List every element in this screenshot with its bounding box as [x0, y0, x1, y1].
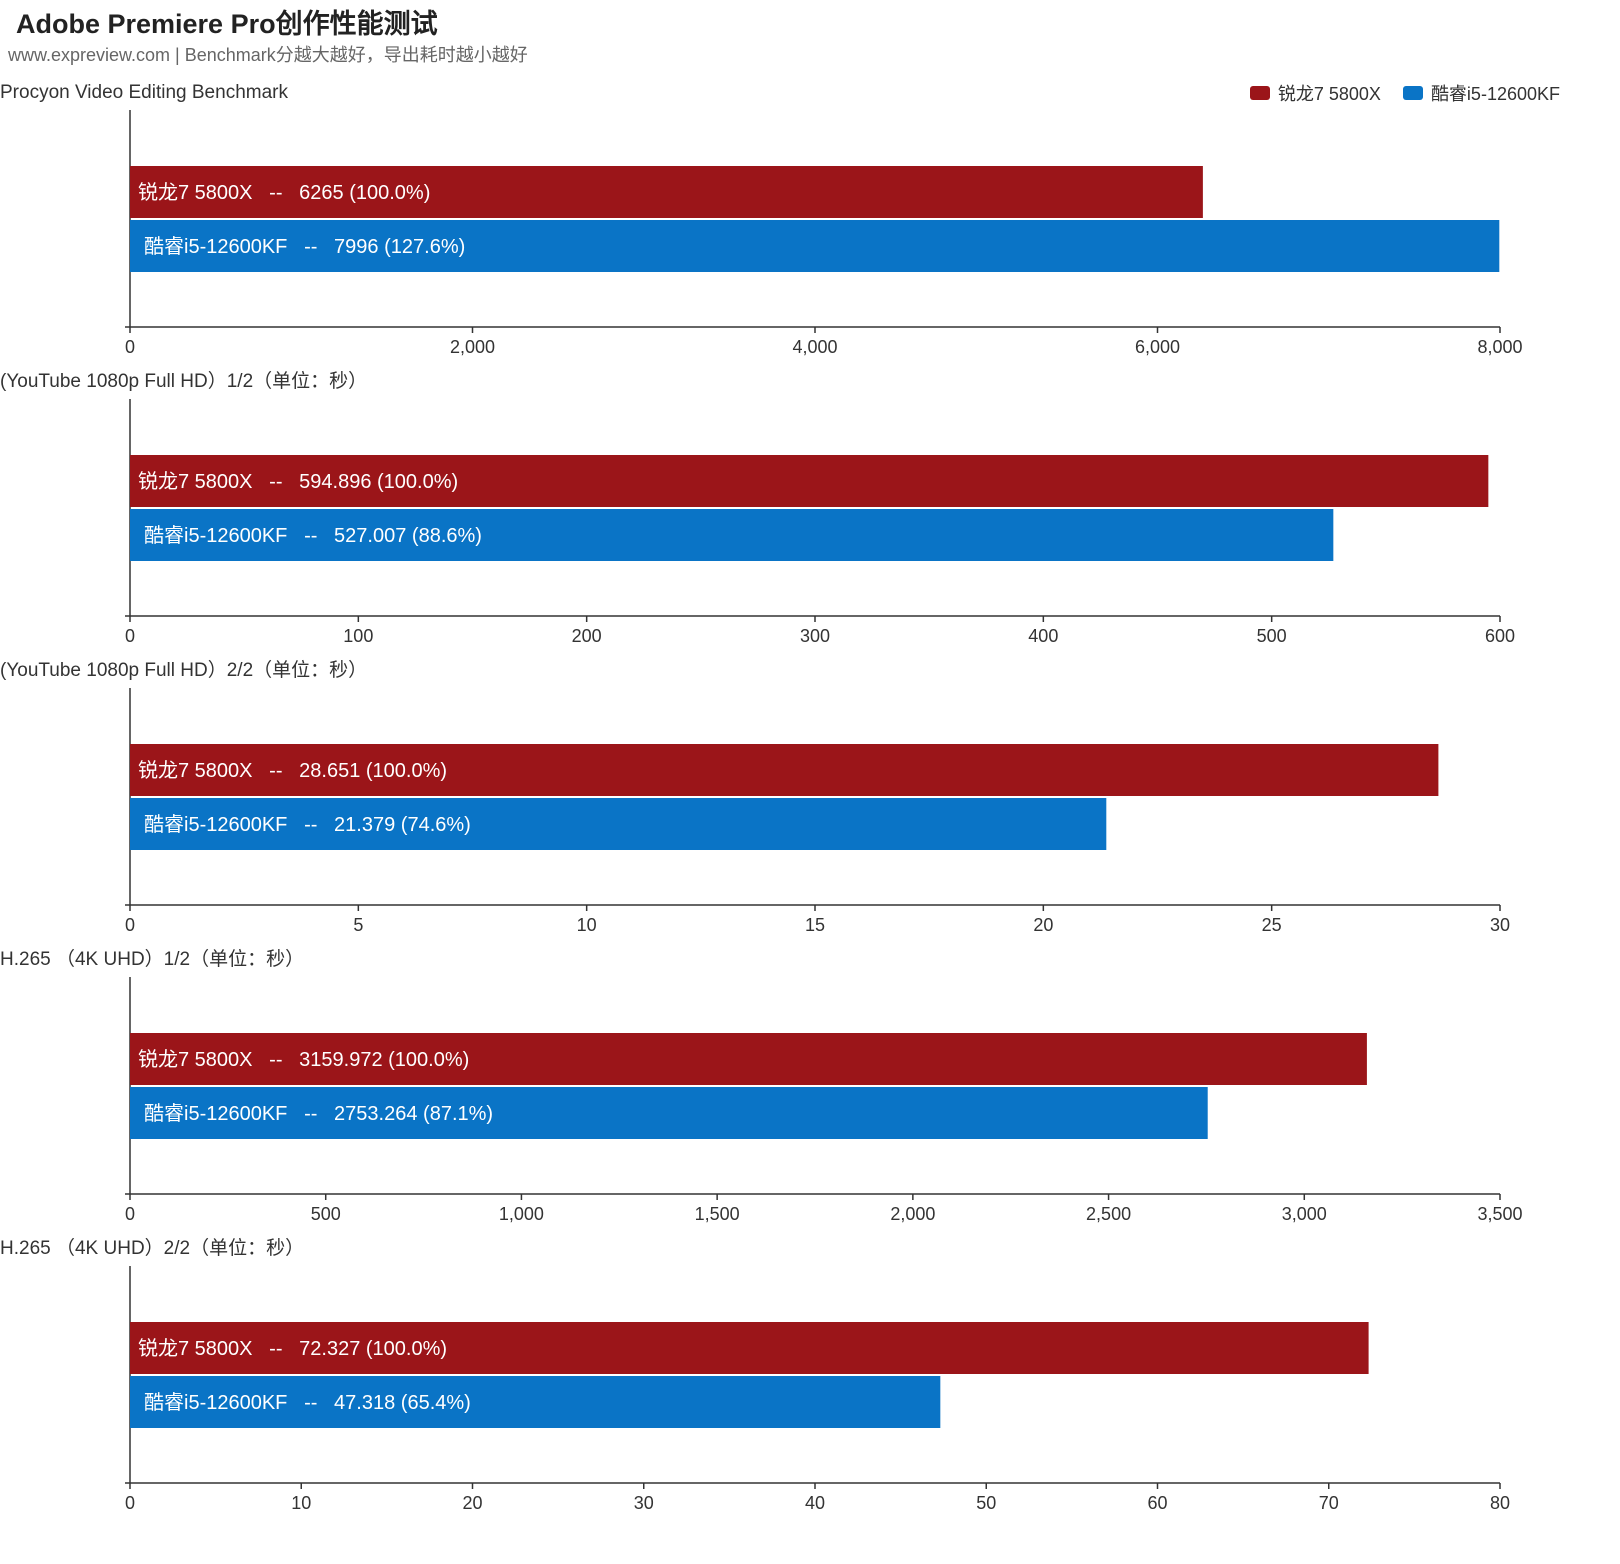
x-tick-label-youtube-2: 30	[1490, 915, 1510, 935]
x-tick-label-h265-1: 0	[125, 1204, 135, 1224]
x-tick-label-youtube-2: 25	[1262, 915, 1282, 935]
bar-label-youtube-1-12600kf: 酷睿i5-12600KF -- 527.007 (88.6%)	[144, 524, 482, 547]
x-tick-label-h265-1: 1,500	[695, 1204, 740, 1224]
x-tick-label-h265-2: 10	[291, 1493, 311, 1513]
legend-item-12600kf: 酷睿i5-12600KF	[1402, 80, 1560, 106]
bar-youtube-2-5800x	[130, 744, 1439, 796]
bar-label-youtube-1-5800x: 锐龙7 5800X -- 594.896 (100.0%)	[138, 470, 458, 493]
x-tick-label-youtube-1: 500	[1257, 626, 1287, 646]
bar-procyon-12600kf	[130, 220, 1500, 272]
legend-swatch-5800x	[1249, 86, 1270, 100]
bar-youtube-1-5800x	[130, 455, 1489, 507]
x-tick-label-h265-1: 500	[311, 1204, 341, 1224]
x-tick-label-h265-2: 80	[1490, 1493, 1510, 1513]
x-tick-label-youtube-2: 20	[1033, 915, 1053, 935]
panel-title-youtube-1: (YouTube 1080p Full HD）1/2（单位：秒）	[0, 370, 367, 392]
x-tick-label-procyon: 2,000	[450, 337, 495, 357]
x-tick-label-youtube-1: 600	[1485, 626, 1515, 646]
bar-label-youtube-2-5800x: 锐龙7 5800X -- 28.651 (100.0%)	[138, 759, 447, 782]
x-tick-label-h265-2: 70	[1319, 1493, 1339, 1513]
x-tick-label-youtube-2: 10	[577, 915, 597, 935]
bar-youtube-1-12600kf	[130, 509, 1334, 561]
legend-label-12600kf: 酷睿i5-12600KF	[1430, 84, 1560, 104]
x-tick-label-youtube-1: 400	[1028, 626, 1058, 646]
x-tick-label-h265-2: 30	[634, 1493, 654, 1513]
x-tick-label-procyon: 8,000	[1477, 337, 1522, 357]
legend-swatch-12600kf	[1402, 86, 1423, 100]
x-tick-label-h265-1: 2,000	[890, 1204, 935, 1224]
x-tick-label-h265-1: 3,000	[1282, 1204, 1327, 1224]
bar-label-h265-1-5800x: 锐龙7 5800X -- 3159.972 (100.0%)	[138, 1048, 469, 1071]
x-tick-label-h265-2: 50	[976, 1493, 996, 1513]
x-tick-label-youtube-1: 300	[800, 626, 830, 646]
x-tick-label-h265-1: 3,500	[1477, 1204, 1522, 1224]
x-tick-label-h265-2: 60	[1147, 1493, 1167, 1513]
bar-label-procyon-5800x: 锐龙7 5800X -- 6265 (100.0%)	[138, 181, 430, 204]
bar-h265-2-5800x	[130, 1322, 1369, 1374]
x-tick-label-h265-1: 1,000	[499, 1204, 544, 1224]
x-tick-label-h265-2: 0	[125, 1493, 135, 1513]
bar-label-youtube-2-12600kf: 酷睿i5-12600KF -- 21.379 (74.6%)	[144, 813, 471, 836]
panel-title-h265-2: H.265 （4K UHD）2/2（单位：秒）	[0, 1237, 304, 1259]
bar-label-h265-2-12600kf: 酷睿i5-12600KF -- 47.318 (65.4%)	[144, 1391, 471, 1414]
legend-item-5800x: 锐龙7 5800X	[1249, 80, 1381, 106]
x-tick-label-procyon: 6,000	[1135, 337, 1180, 357]
chart-title: Adobe Premiere Pro创作性能测试	[16, 9, 438, 39]
x-tick-label-h265-2: 40	[805, 1493, 825, 1513]
x-tick-label-youtube-1: 0	[125, 626, 135, 646]
x-tick-label-h265-1: 2,500	[1086, 1204, 1131, 1224]
x-tick-label-youtube-2: 5	[353, 915, 363, 935]
x-tick-label-procyon: 0	[125, 337, 135, 357]
bar-h265-1-12600kf	[130, 1087, 1208, 1139]
panel-title-h265-1: H.265 （4K UHD）1/2（单位：秒）	[0, 948, 304, 970]
x-tick-label-youtube-1: 100	[343, 626, 373, 646]
x-tick-label-h265-2: 20	[462, 1493, 482, 1513]
bar-h265-2-12600kf	[130, 1376, 941, 1428]
panel-title-procyon: Procyon Video Editing Benchmark	[0, 82, 288, 103]
bar-procyon-5800x	[130, 166, 1203, 218]
x-tick-label-youtube-2: 15	[805, 915, 825, 935]
bar-label-procyon-12600kf: 酷睿i5-12600KF -- 7996 (127.6%)	[144, 235, 465, 258]
x-tick-label-procyon: 4,000	[792, 337, 837, 357]
bar-h265-1-5800x	[130, 1033, 1367, 1085]
bar-youtube-2-12600kf	[130, 798, 1107, 850]
x-tick-label-youtube-1: 200	[572, 626, 602, 646]
bar-label-h265-1-12600kf: 酷睿i5-12600KF -- 2753.264 (87.1%)	[144, 1102, 493, 1125]
panel-title-youtube-2: (YouTube 1080p Full HD）2/2（单位：秒）	[0, 659, 367, 681]
x-tick-label-youtube-2: 0	[125, 915, 135, 935]
chart-subtitle: www.expreview.com | Benchmark分越大越好，导出耗时越…	[8, 45, 528, 65]
legend-label-5800x: 锐龙7 5800X	[1277, 84, 1381, 104]
legend: 锐龙7 5800X 酷睿i5-12600KF	[1249, 80, 1560, 106]
bar-label-h265-2-5800x: 锐龙7 5800X -- 72.327 (100.0%)	[138, 1337, 447, 1360]
